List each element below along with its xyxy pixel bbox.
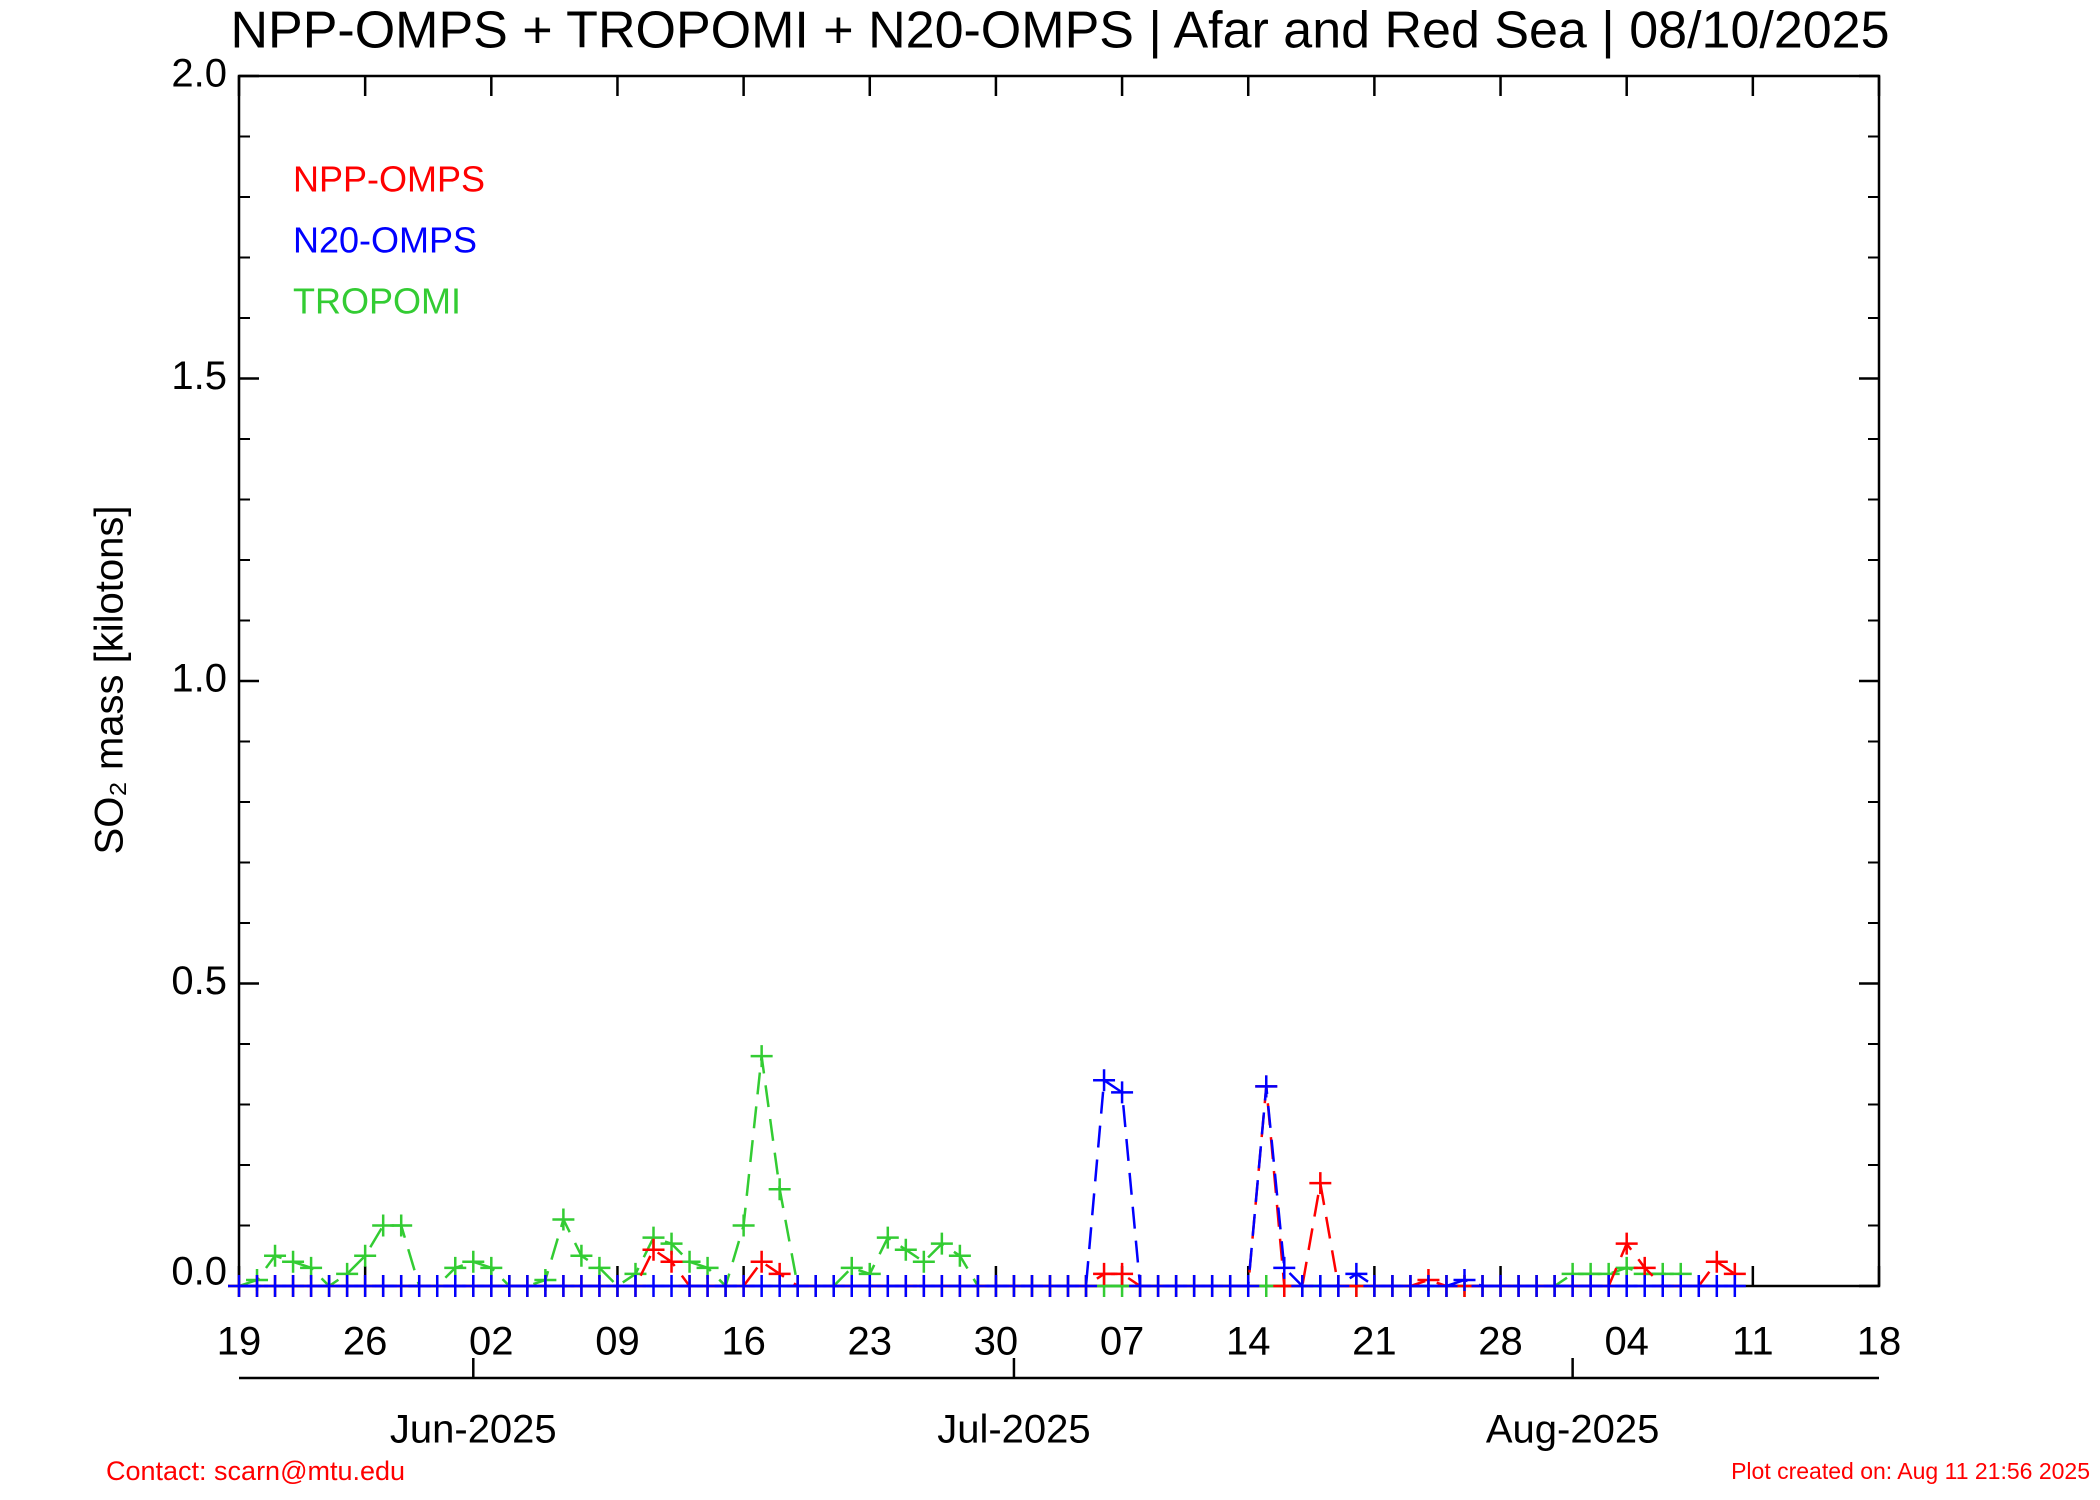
data-point <box>1453 1268 1476 1291</box>
legend-entry: N20-OMPS <box>293 220 477 261</box>
x-tick-label: 11 <box>1732 1320 1774 1364</box>
data-point <box>354 1244 377 1267</box>
x-tick-label: 18 <box>1857 1320 1902 1364</box>
x-tick-label: 14 <box>1226 1320 1271 1364</box>
x-tick-label: 16 <box>721 1320 766 1364</box>
x-tick-label: 30 <box>974 1320 1019 1364</box>
x-tick-label: 07 <box>1100 1320 1145 1364</box>
data-point <box>1111 1262 1134 1285</box>
chart-title: NPP-OMPS + TROPOMI + N20-OMPS | Afar and… <box>230 2 1889 60</box>
data-point <box>660 1250 683 1273</box>
data-point <box>552 1208 575 1231</box>
data-point <box>1309 1172 1332 1195</box>
x-tick-label: 23 <box>848 1320 893 1364</box>
x-tick-label: 21 <box>1352 1320 1397 1364</box>
y-tick-label: 0.0 <box>171 1250 227 1294</box>
legend-entry: TROPOMI <box>293 281 461 322</box>
y-tick-label: 0.5 <box>171 959 227 1003</box>
x-tick-label: 02 <box>469 1320 514 1364</box>
data-point <box>768 1178 791 1201</box>
data-point <box>1327 1275 1350 1297</box>
data-point <box>894 1238 917 1261</box>
x-tick-label: 09 <box>595 1320 640 1364</box>
contact-note: Contact: scarn@mtu.edu <box>106 1456 405 1486</box>
y-axis-label: SO₂ mass [kilotons] <box>88 506 132 855</box>
data-point <box>264 1244 287 1267</box>
data-point <box>1345 1262 1368 1285</box>
data-point <box>570 1244 593 1267</box>
x-tick-label: 26 <box>343 1320 388 1364</box>
data-point <box>912 1250 935 1273</box>
data-point <box>1075 1275 1098 1297</box>
data-point <box>1237 1275 1260 1297</box>
month-label: Aug-2025 <box>1486 1408 1659 1452</box>
created-note: Plot created on: Aug 11 21:56 2025 <box>1731 1458 2090 1484</box>
x-tick-label: 04 <box>1604 1320 1649 1364</box>
data-point <box>462 1250 485 1273</box>
month-label: Jul-2025 <box>937 1408 1090 1452</box>
y-tick-label: 1.5 <box>171 354 227 398</box>
data-point <box>1435 1275 1458 1297</box>
month-label: Jun-2025 <box>390 1408 557 1452</box>
data-point <box>1255 1075 1278 1098</box>
data-point <box>876 1226 899 1249</box>
data-point <box>948 1244 971 1267</box>
legend-entry: NPP-OMPS <box>293 159 485 200</box>
data-point <box>1723 1275 1746 1297</box>
y-tick-label: 2.0 <box>171 52 227 96</box>
x-tick-label: 19 <box>217 1320 262 1364</box>
data-point <box>1615 1232 1638 1255</box>
data-point <box>1705 1250 1728 1273</box>
y-tick-label: 1.0 <box>171 657 227 701</box>
data-point <box>390 1214 413 1237</box>
data-point <box>1111 1081 1134 1104</box>
data-point <box>1093 1069 1116 1092</box>
data-point <box>282 1250 305 1273</box>
data-point <box>1273 1256 1296 1279</box>
x-tick-label: 28 <box>1478 1320 1523 1364</box>
data-point <box>642 1238 665 1261</box>
data-point <box>750 1250 773 1273</box>
data-point <box>750 1045 773 1068</box>
data-point <box>732 1214 755 1237</box>
data-point <box>930 1232 953 1255</box>
